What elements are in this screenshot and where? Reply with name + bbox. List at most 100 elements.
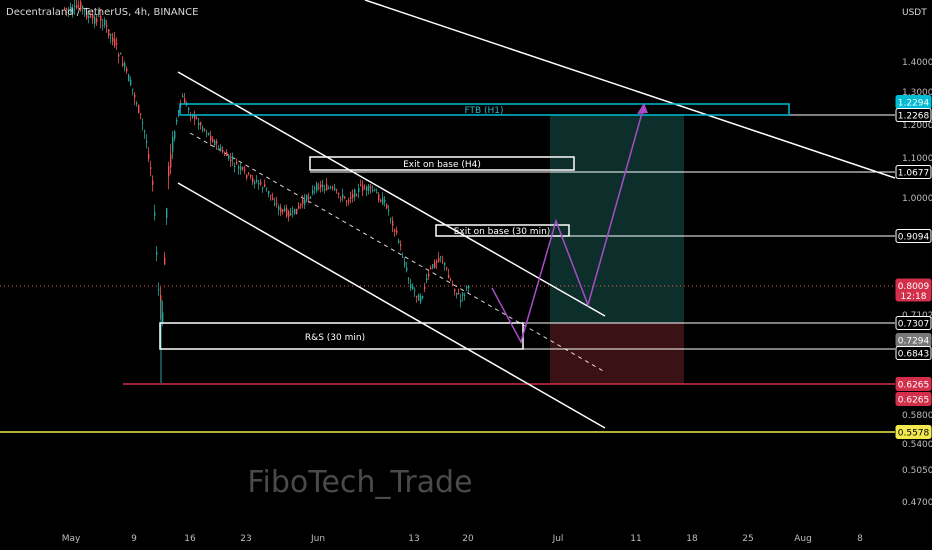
candle-body: [316, 183, 318, 191]
candle-body: [318, 187, 320, 189]
candle-body: [450, 279, 452, 281]
candle-body: [412, 286, 414, 289]
candle-body: [196, 117, 198, 119]
candle-body: [92, 15, 94, 19]
candle-body: [378, 194, 380, 200]
candle-body: [200, 122, 202, 125]
y-tick-label: 0.5050: [902, 466, 932, 476]
candle-body: [264, 184, 266, 187]
watermark: FiboTech_Trade: [247, 465, 472, 500]
candle-body: [336, 189, 338, 191]
y-tick-label: 1.3000: [902, 88, 932, 98]
candle-body: [208, 133, 210, 135]
candle-body: [234, 166, 236, 168]
price-tag-label: 0.6265: [898, 396, 930, 406]
candle-body: [252, 177, 254, 182]
candle-body: [148, 153, 150, 159]
price-tag-label: 0.6265: [898, 381, 930, 391]
candle-body: [238, 166, 240, 169]
candle-body: [364, 188, 366, 190]
candle-body: [356, 195, 358, 197]
candle-body: [100, 15, 102, 21]
price-tag: [895, 425, 932, 439]
candle-body: [224, 154, 226, 156]
candle-body: [404, 262, 406, 266]
candle-body: [400, 244, 402, 246]
candle-body: [122, 62, 124, 66]
exit-h4-label: Exit on base (H4): [403, 160, 481, 170]
candle-body: [362, 185, 364, 192]
time-axis[interactable]: May 9 16 23 Jun 13 20 Jul 11 18 25 Aug 8: [62, 534, 863, 544]
candle-body: [428, 273, 430, 277]
candle-body: [328, 188, 330, 190]
candle-body: [350, 197, 352, 199]
price-tag: [895, 278, 932, 302]
candle-body: [172, 137, 174, 152]
candle-body: [210, 135, 212, 141]
price-tag-label: 0.5578: [898, 429, 930, 439]
chart-title: Decentraland / TetherUS, 4h, BINANCE: [6, 7, 198, 18]
candle-body: [184, 98, 186, 104]
candle-body: [222, 149, 224, 153]
candle-body: [96, 18, 98, 23]
candle-body: [110, 34, 112, 36]
candle-body: [396, 230, 398, 233]
candle-body: [424, 286, 426, 289]
candle-body: [138, 104, 140, 113]
y-tick-label: 0.5400: [902, 440, 932, 450]
candle-body: [236, 162, 238, 165]
candle-body: [458, 293, 460, 295]
candle-body: [120, 53, 122, 55]
candle-body: [266, 187, 268, 189]
candle-body: [162, 312, 164, 324]
candle-body: [464, 295, 466, 297]
projection-arrowhead: [637, 103, 648, 114]
candle-body: [448, 275, 450, 279]
x-tick-label: 20: [462, 534, 474, 544]
candle-body: [108, 29, 110, 36]
candle-body: [468, 285, 470, 289]
candle-body: [418, 294, 420, 301]
candle-body: [338, 192, 340, 195]
candle-body: [320, 184, 322, 188]
candle-body: [216, 141, 218, 144]
candle-body: [326, 184, 328, 191]
candle-body: [124, 63, 126, 68]
candle-body: [182, 95, 184, 98]
candle-body: [390, 218, 392, 220]
ftb-label: FTB (H1): [464, 106, 503, 116]
x-tick-label: 23: [240, 534, 251, 544]
candle-body: [440, 256, 442, 258]
candle-body: [90, 16, 92, 18]
candle-body: [314, 187, 316, 189]
candle-body: [284, 208, 286, 211]
candle-body: [340, 198, 342, 200]
candle-body: [94, 17, 96, 24]
candle-body: [272, 197, 274, 200]
candle-body: [242, 167, 244, 170]
candle-body: [434, 262, 436, 268]
price-tag: [895, 165, 932, 179]
candle-body: [212, 138, 214, 143]
y-tick-label: 0.4700: [902, 498, 932, 508]
x-tick-label: Jul: [552, 534, 564, 544]
candle-body: [376, 192, 378, 194]
channel-mid: [189, 132, 606, 373]
currency-label: USDT: [902, 8, 927, 18]
candle-body: [296, 208, 298, 215]
candle-body: [194, 114, 196, 120]
exit-30m-box: [435, 224, 570, 237]
y-tick-label: 1.0000: [902, 194, 932, 204]
candle-body: [136, 103, 138, 105]
candle-body: [74, 5, 76, 8]
candle-body: [406, 267, 408, 271]
x-tick-label: Aug: [794, 534, 812, 544]
candle-body: [78, 5, 80, 8]
candle-body: [344, 196, 346, 199]
candle-body: [288, 211, 290, 217]
candle-body: [206, 133, 208, 135]
candle-body: [420, 296, 422, 303]
price-tag-label: 0.9094: [898, 233, 930, 243]
